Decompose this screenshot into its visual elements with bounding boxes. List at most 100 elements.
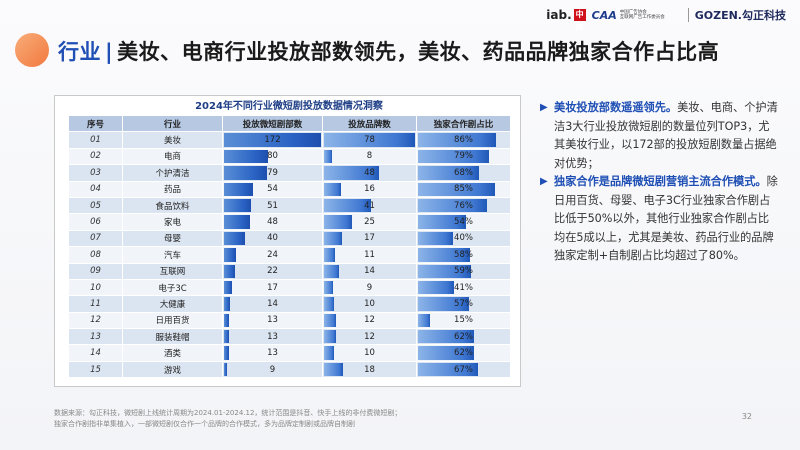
cell-exclusive: 79%: [416, 147, 511, 166]
table-row: 05 食品饮料 51 41 76%: [68, 196, 511, 215]
cell-dramas: 13: [222, 311, 323, 330]
cell-exclusive-value: 85%: [454, 184, 473, 195]
insight-note: ▶ 美妆投放部数遥遥领先。美妆、电商、个护清洁3大行业投放微短剧的数量位列TOP…: [540, 101, 778, 170]
table-row: 06 家电 48 25 54%: [68, 213, 511, 231]
cell-dramas: 13: [222, 344, 323, 362]
title-separator: |: [105, 40, 114, 64]
header-industry: 行业: [122, 114, 223, 133]
cell-dramas-bar: [224, 231, 246, 246]
cell-brands-value: 17: [364, 233, 375, 244]
cell-exclusive-value: 67%: [454, 364, 473, 375]
table-row: 13 服装鞋帽 13 12 62%: [68, 328, 511, 346]
cell-seq: 13: [68, 328, 123, 346]
cell-exclusive-bar: [418, 362, 479, 377]
cell-brands-bar: [324, 297, 334, 311]
caa-logo: CAA 中国广告协会 互联网广告工作委员会: [591, 8, 665, 22]
cell-brands-value: 10: [364, 348, 375, 359]
cell-industry: 家电: [122, 213, 223, 231]
cell-dramas-bar: [224, 133, 321, 147]
cell-exclusive-bar: [418, 280, 455, 295]
cell-dramas-value: 79: [267, 167, 278, 178]
header-brands: 投放品牌数: [322, 114, 417, 133]
triangle-bullet-icon: ▶: [540, 102, 548, 113]
cell-brands: 14: [322, 262, 417, 280]
cell-dramas: 40: [222, 229, 323, 248]
cell-brands-value: 14: [364, 266, 375, 277]
cell-seq: 14: [68, 344, 123, 362]
cell-exclusive-bar: [418, 330, 474, 344]
cell-brands-value: 11: [364, 249, 375, 260]
cell-brands-bar: [324, 330, 337, 344]
cell-exclusive-bar: [418, 198, 487, 213]
cell-brands-bar: [324, 264, 339, 278]
cell-dramas: 172: [222, 131, 323, 149]
title-text: 美妆、电商行业投放部数领先，美妆、药品品牌独家合作占比高: [117, 40, 720, 64]
header-seq: 序号: [68, 114, 123, 133]
cell-exclusive-bar: [418, 133, 496, 147]
cell-brands: 12: [322, 328, 417, 346]
cell-dramas-value: 40: [267, 233, 278, 244]
cell-exclusive-value: 15%: [454, 315, 473, 326]
cell-seq: 04: [68, 180, 123, 198]
cell-exclusive-value: 40%: [454, 233, 473, 244]
cell-brands: 48: [322, 164, 417, 182]
cell-brands: 10: [322, 295, 417, 313]
header-exclusive: 独家合作剧占比: [416, 114, 511, 133]
cell-dramas-bar: [224, 362, 228, 377]
cell-brands-value: 25: [364, 217, 375, 228]
industry-table: 序号 行业 投放微短剧部数 投放品牌数 独家合作剧占比 01 美妆 172 78 86%…: [68, 114, 511, 379]
cell-dramas-value: 80: [267, 151, 278, 162]
cell-dramas-bar: [224, 215, 250, 229]
cell-brands-value: 12: [364, 331, 375, 342]
cell-exclusive-value: 86%: [454, 135, 473, 146]
iab-logo: iab. 中国: [546, 8, 586, 31]
cell-dramas: 48: [222, 213, 323, 231]
cell-exclusive: 67%: [416, 360, 511, 379]
cell-exclusive: 54%: [416, 213, 511, 231]
cell-dramas-value: 9: [269, 364, 276, 375]
cell-exclusive-bar: [418, 297, 469, 311]
gozen-logo: GOZEN.勾正科技: [694, 9, 786, 22]
cell-exclusive-value: 41%: [454, 282, 473, 293]
cell-exclusive-value: 59%: [454, 266, 473, 277]
cell-brands-value: 18: [364, 364, 375, 375]
cell-exclusive: 62%: [416, 328, 511, 346]
cell-seq: 11: [68, 295, 123, 313]
cell-dramas-value: 22: [267, 266, 278, 277]
cell-seq: 12: [68, 311, 123, 330]
cell-brands-value: 12: [364, 315, 375, 326]
cell-brands-value: 48: [364, 167, 375, 178]
cell-brands: 12: [322, 311, 417, 330]
cell-exclusive: 59%: [416, 262, 511, 280]
table-row: 09 互联网 22 14 59%: [68, 262, 511, 280]
cell-brands-bar: [324, 182, 342, 196]
cell-exclusive: 62%: [416, 344, 511, 362]
cell-seq: 08: [68, 246, 123, 264]
insight-note: ▶ 独家合作是品牌微短剧营销主流合作模式。除日用百货、母婴、电子3C行业独家合作…: [540, 175, 778, 262]
cell-industry: 美妆: [122, 131, 223, 149]
cell-exclusive-value: 76%: [454, 200, 473, 211]
cell-seq: 02: [68, 147, 123, 166]
cell-brands-value: 8: [366, 151, 373, 162]
cell-seq: 06: [68, 213, 123, 231]
cell-seq: 03: [68, 164, 123, 182]
cell-dramas: 17: [222, 278, 323, 297]
iab-china-mark: 中国: [573, 9, 586, 31]
cell-dramas: 9: [222, 360, 323, 379]
cell-exclusive: 41%: [416, 278, 511, 297]
cell-dramas-bar: [224, 280, 232, 295]
table-row: 08 汽车 24 11 58%: [68, 246, 511, 264]
cell-industry: 电商: [122, 147, 223, 166]
table-title: 2024年不同行业微短剧投放数据情况洞察: [195, 101, 383, 112]
cell-dramas-bar: [224, 264, 235, 278]
cell-exclusive-value: 57%: [454, 298, 473, 309]
page-number: 32: [741, 412, 752, 421]
cell-brands: 9: [322, 278, 417, 297]
cell-brands-value: 78: [364, 135, 375, 146]
cell-brands: 18: [322, 360, 417, 379]
cell-dramas-bar: [224, 149, 269, 164]
cell-brands-bar: [324, 313, 337, 328]
table-row: 12 日用百货 13 12 15%: [68, 311, 511, 330]
cell-dramas: 54: [222, 180, 323, 198]
cell-brands-bar: [324, 215, 352, 229]
